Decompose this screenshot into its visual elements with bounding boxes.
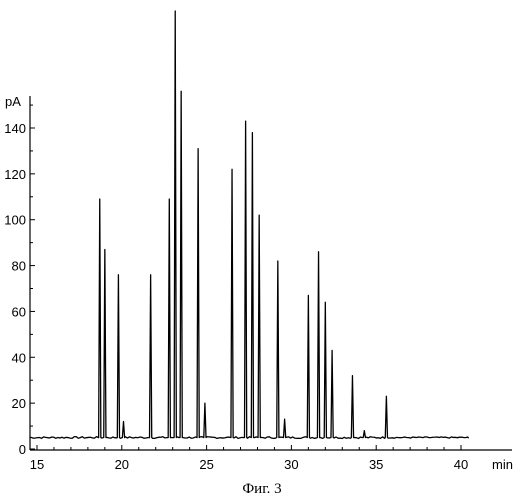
y-tick-label: 120 — [4, 167, 26, 182]
x-tick-label: 25 — [199, 457, 213, 472]
chart-axes — [30, 96, 512, 450]
x-tick-label: 40 — [454, 457, 468, 472]
chromatogram-trace — [29, 11, 468, 438]
x-tick-label: 20 — [115, 457, 129, 472]
y-tick-label: 80 — [12, 259, 26, 274]
axis-ticks: 0 20 40 60 80 100 120 140 15 20 25 30 35 40 — [4, 105, 468, 472]
y-axis-unit-label: pA — [5, 94, 21, 109]
y-tick-label: 20 — [12, 396, 26, 411]
x-axis-unit-label: min — [492, 457, 513, 472]
y-tick-label: 100 — [4, 213, 26, 228]
x-tick-label: 35 — [369, 457, 383, 472]
y-tick-label: 0 — [19, 442, 26, 457]
y-tick-label: 140 — [4, 121, 26, 136]
y-tick-label: 60 — [12, 304, 26, 319]
figure-caption: Фиг. 3 — [242, 481, 281, 497]
x-tick-label: 15 — [30, 457, 44, 472]
y-tick-label: 40 — [12, 350, 26, 365]
x-tick-label: 30 — [284, 457, 298, 472]
